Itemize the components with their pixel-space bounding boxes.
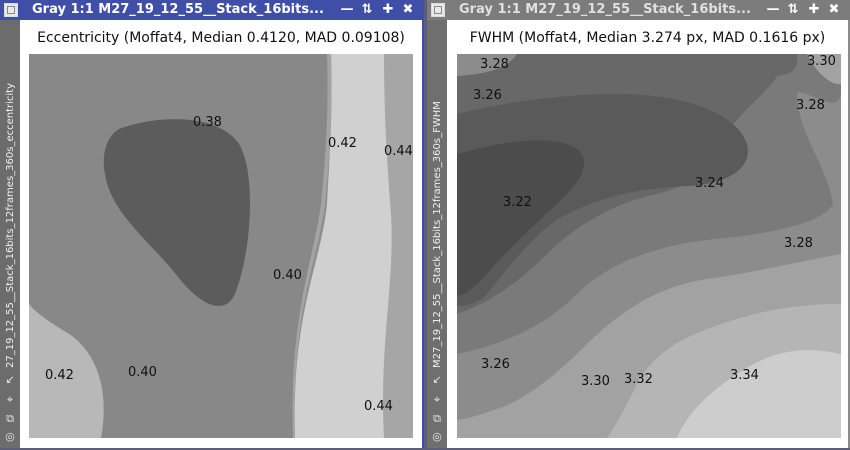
fit-view-icon[interactable]: ⌖ (433, 393, 441, 406)
window-side-panel: 27_19_12_55__Stack_16bits_12frames_360s_… (0, 20, 20, 448)
target-icon[interactable]: ◎ (5, 430, 15, 443)
contour-label: 3.28 (480, 57, 509, 72)
window-menu-icon[interactable] (431, 3, 445, 17)
contour-label: 0.40 (273, 268, 302, 283)
contour-label: 0.44 (384, 144, 413, 159)
image-identifier-label: 27_19_12_55__Stack_16bits_12frames_360s_… (5, 82, 16, 368)
eccentricity-window[interactable]: Gray 1:1 M27_19_12_55__Stack_16bits... —… (0, 0, 424, 448)
window-title: Gray 1:1 M27_19_12_55__Stack_16bits... (459, 2, 751, 17)
contour-label: 3.28 (796, 98, 825, 113)
contour-label: 3.24 (695, 176, 724, 191)
fit-view-icon[interactable]: ⌖ (6, 393, 14, 406)
contour-label: 3.30 (807, 54, 836, 69)
minimize-button[interactable]: — (340, 2, 354, 17)
window-side-panel: M27_19_12_55__Stack_16bits_12frames_360s… (427, 20, 447, 448)
window-title: Gray 1:1 M27_19_12_55__Stack_16bits... (32, 2, 324, 17)
contour-label: 0.42 (45, 368, 74, 383)
fwhm-contour-map (457, 54, 841, 438)
close-button[interactable]: ✖ (828, 2, 840, 17)
shrink-icon[interactable]: ↙ (5, 373, 15, 386)
minimize-button[interactable]: — (766, 2, 780, 17)
contour-label: 3.32 (624, 372, 653, 387)
contour-label: 3.34 (730, 368, 759, 383)
maximize-button[interactable]: ✚ (808, 2, 820, 17)
contour-label: 0.38 (193, 115, 222, 130)
clone-view-icon[interactable]: ⧉ (6, 412, 14, 425)
contour-label: 0.44 (364, 399, 393, 414)
restore-button[interactable]: ⇅ (361, 2, 373, 17)
window-menu-icon[interactable] (4, 3, 18, 17)
fwhm-window-titlebar[interactable]: Gray 1:1 M27_19_12_55__Stack_16bits... —… (427, 0, 850, 20)
contour-label: 3.22 (503, 195, 532, 210)
contour-band-038 (103, 119, 251, 306)
eccentricity-window-titlebar[interactable]: Gray 1:1 M27_19_12_55__Stack_16bits... —… (0, 0, 424, 20)
contour-label: 0.40 (128, 365, 157, 380)
eccentricity-contour-map (29, 54, 413, 438)
contour-label: 3.28 (784, 236, 813, 251)
plot-title: FWHM (Moffat4, Median 3.274 px, MAD 0.16… (469, 30, 826, 46)
plot-title: Eccentricity (Moffat4, Median 0.4120, MA… (37, 30, 405, 46)
target-icon[interactable]: ◎ (432, 430, 442, 443)
image-identifier-label: M27_19_12_55__Stack_16bits_12frames_360s… (432, 101, 443, 368)
shrink-icon[interactable]: ↙ (432, 373, 442, 386)
maximize-button[interactable]: ✚ (382, 2, 394, 17)
contour-label: 3.30 (581, 374, 610, 389)
contour-label: 0.42 (328, 136, 357, 151)
contour-band-042-corner (29, 304, 104, 438)
contour-label: 3.26 (481, 357, 510, 372)
contour-band-320 (457, 140, 584, 296)
clone-view-icon[interactable]: ⧉ (433, 412, 441, 425)
fwhm-window[interactable]: Gray 1:1 M27_19_12_55__Stack_16bits... —… (427, 0, 850, 448)
image-view[interactable]: Eccentricity (Moffat4, Median 0.4120, MA… (20, 20, 422, 448)
contour-label: 3.26 (473, 88, 502, 103)
image-view[interactable]: FWHM (Moffat4, Median 3.274 px, MAD 0.16… (447, 20, 848, 448)
close-button[interactable]: ✖ (402, 2, 414, 17)
restore-button[interactable]: ⇅ (787, 2, 799, 17)
